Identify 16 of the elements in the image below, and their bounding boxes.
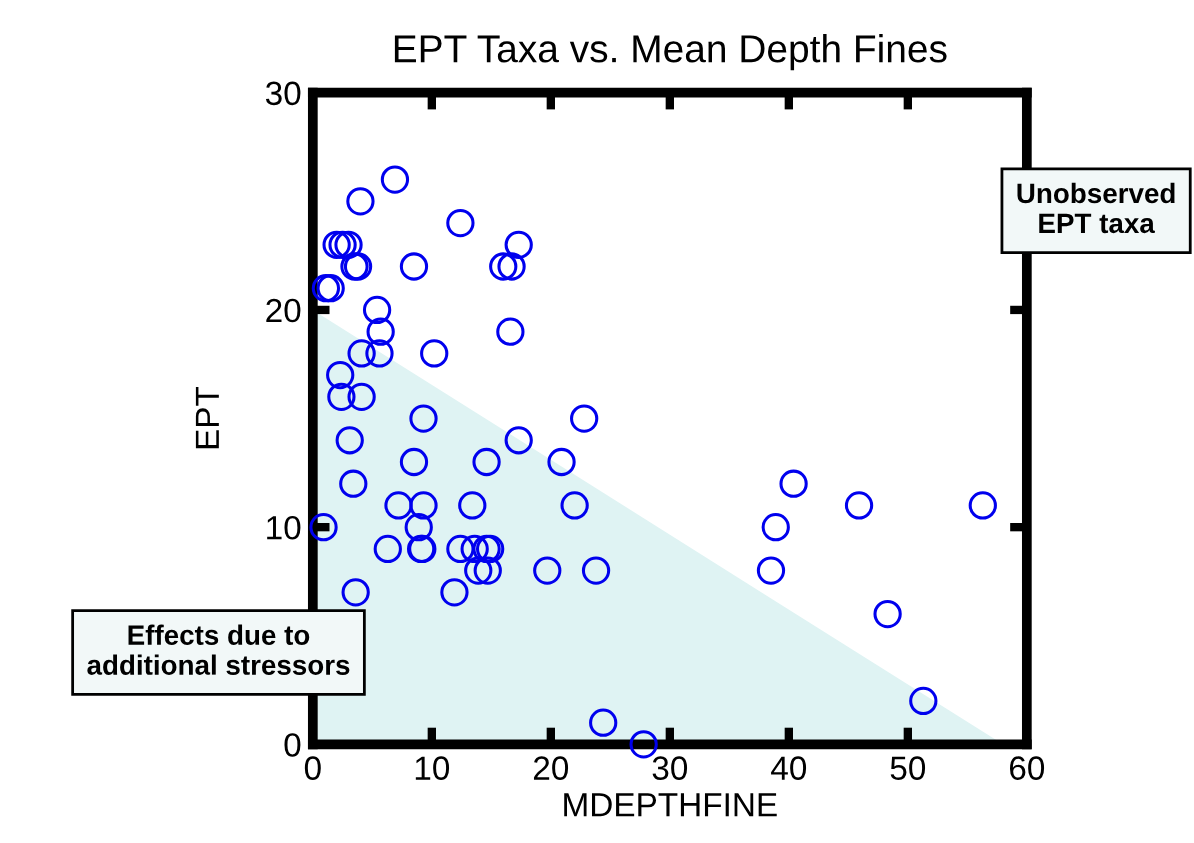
y-tick-label: 20 — [266, 298, 301, 323]
y-axis-title: EPT — [195, 386, 219, 449]
annotation: Unobserved EPT taxa — [1017, 182, 1175, 234]
x-tick-label: 60 — [1010, 756, 1045, 780]
x-axis-title: MDEPTHFINE — [564, 793, 777, 817]
chart-title: EPT Taxa vs. Mean Depth Fines — [394, 33, 947, 71]
x-tick-label: 40 — [771, 756, 807, 780]
x-tick-label: 50 — [890, 756, 926, 780]
x-tick-label: 20 — [533, 756, 569, 780]
y-tick-label: 10 — [267, 515, 301, 540]
y-tick-label: 0 — [284, 733, 301, 757]
x-tick-label: 10 — [415, 756, 450, 780]
annotation: Effects due to additional stressors — [87, 624, 350, 675]
x-tick-label: 30 — [652, 756, 688, 780]
y-tick-label: 30 — [265, 81, 301, 106]
x-tick-label: 0 — [304, 756, 321, 780]
